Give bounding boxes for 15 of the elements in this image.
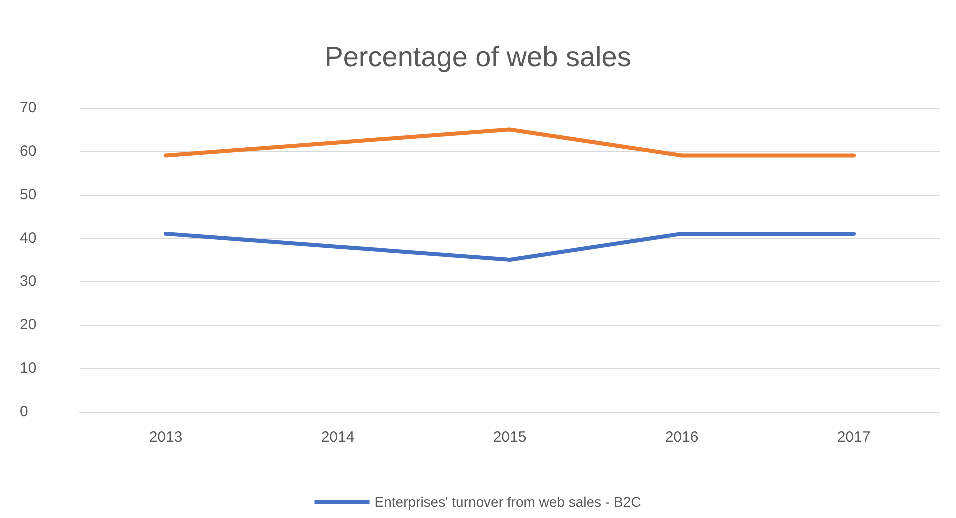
y-tick-label: 50	[20, 186, 37, 204]
x-tick-label: 2016	[665, 429, 699, 446]
y-tick-label: 30	[20, 273, 37, 290]
y-tick-label: 0	[20, 404, 28, 420]
x-tick-label: 2017	[837, 429, 871, 446]
chart-title: Percentage of web sales	[324, 42, 632, 72]
x-tick-label: 2015	[493, 429, 527, 446]
y-tick-label: 40	[20, 230, 37, 247]
x-tick-label: 2013	[149, 429, 183, 446]
y-tick-label: 60	[20, 142, 37, 160]
y-tick-label: 10	[20, 360, 37, 378]
y-tick-label: 20	[20, 316, 37, 334]
legend-label: Enterprises' turnover from web sales - B2C	[374, 494, 642, 510]
y-tick-label: 70	[20, 100, 37, 116]
x-tick-label: 2014	[321, 429, 355, 446]
